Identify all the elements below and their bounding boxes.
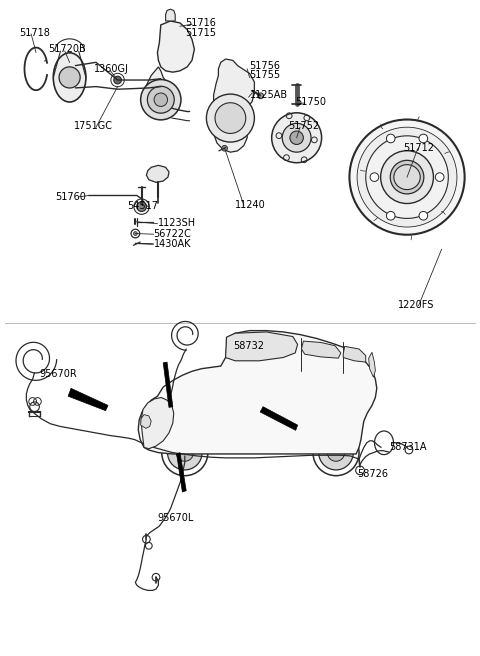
Polygon shape: [260, 407, 298, 430]
Text: 1220FS: 1220FS: [398, 300, 435, 310]
Polygon shape: [177, 453, 186, 492]
Circle shape: [381, 151, 433, 203]
Circle shape: [435, 173, 444, 182]
Text: 58731A: 58731A: [389, 442, 426, 453]
Polygon shape: [144, 67, 173, 115]
Text: 51716: 51716: [185, 18, 216, 28]
Circle shape: [147, 87, 174, 113]
Circle shape: [327, 444, 345, 461]
Circle shape: [258, 93, 264, 98]
Text: 95670R: 95670R: [39, 369, 77, 379]
Text: 51750: 51750: [295, 96, 326, 107]
Circle shape: [176, 444, 193, 461]
Text: 58726: 58726: [358, 468, 389, 479]
Text: 56722C: 56722C: [154, 228, 192, 239]
Circle shape: [357, 127, 457, 227]
Text: 54517: 54517: [127, 201, 158, 211]
Text: 95670L: 95670L: [157, 513, 194, 523]
Polygon shape: [157, 21, 194, 72]
Text: 51760: 51760: [55, 192, 86, 202]
Circle shape: [398, 169, 416, 186]
Polygon shape: [226, 332, 298, 361]
Circle shape: [386, 134, 395, 143]
Circle shape: [141, 79, 181, 120]
Circle shape: [282, 123, 311, 152]
Polygon shape: [369, 352, 375, 377]
Polygon shape: [141, 398, 174, 449]
Polygon shape: [141, 415, 151, 428]
Circle shape: [133, 232, 137, 236]
Circle shape: [370, 173, 379, 182]
Polygon shape: [343, 346, 366, 362]
Text: 1430AK: 1430AK: [154, 239, 191, 249]
Circle shape: [222, 146, 228, 151]
Text: 58732: 58732: [233, 341, 264, 352]
Text: 1751GC: 1751GC: [74, 121, 113, 131]
Circle shape: [366, 136, 448, 218]
Circle shape: [290, 131, 303, 144]
Text: 51712: 51712: [403, 142, 434, 153]
Circle shape: [215, 103, 246, 133]
Circle shape: [137, 202, 146, 211]
Polygon shape: [68, 388, 108, 411]
Text: 11240: 11240: [235, 199, 266, 210]
Polygon shape: [214, 59, 254, 152]
Text: 51718: 51718: [19, 28, 50, 38]
Text: 1123SH: 1123SH: [158, 218, 196, 228]
Polygon shape: [301, 341, 341, 358]
Text: 1360GJ: 1360GJ: [94, 64, 129, 74]
Circle shape: [419, 134, 428, 143]
Circle shape: [154, 93, 168, 106]
Circle shape: [206, 94, 254, 142]
Ellipse shape: [53, 52, 86, 102]
Polygon shape: [146, 165, 169, 182]
Polygon shape: [138, 331, 377, 454]
Circle shape: [272, 113, 322, 163]
Circle shape: [114, 76, 121, 84]
Text: 51720B: 51720B: [48, 44, 86, 54]
Circle shape: [386, 211, 395, 220]
Polygon shape: [166, 9, 175, 21]
Text: 51752: 51752: [288, 121, 319, 131]
Circle shape: [390, 160, 424, 194]
Circle shape: [59, 67, 80, 88]
Polygon shape: [163, 362, 173, 407]
Text: 51755: 51755: [250, 70, 281, 81]
Text: 51756: 51756: [250, 60, 281, 71]
Text: 1125AB: 1125AB: [250, 90, 288, 100]
Circle shape: [419, 211, 428, 220]
Circle shape: [319, 436, 353, 470]
Circle shape: [168, 436, 202, 470]
Ellipse shape: [394, 165, 420, 190]
Circle shape: [349, 119, 465, 235]
Text: 51715: 51715: [185, 28, 216, 38]
